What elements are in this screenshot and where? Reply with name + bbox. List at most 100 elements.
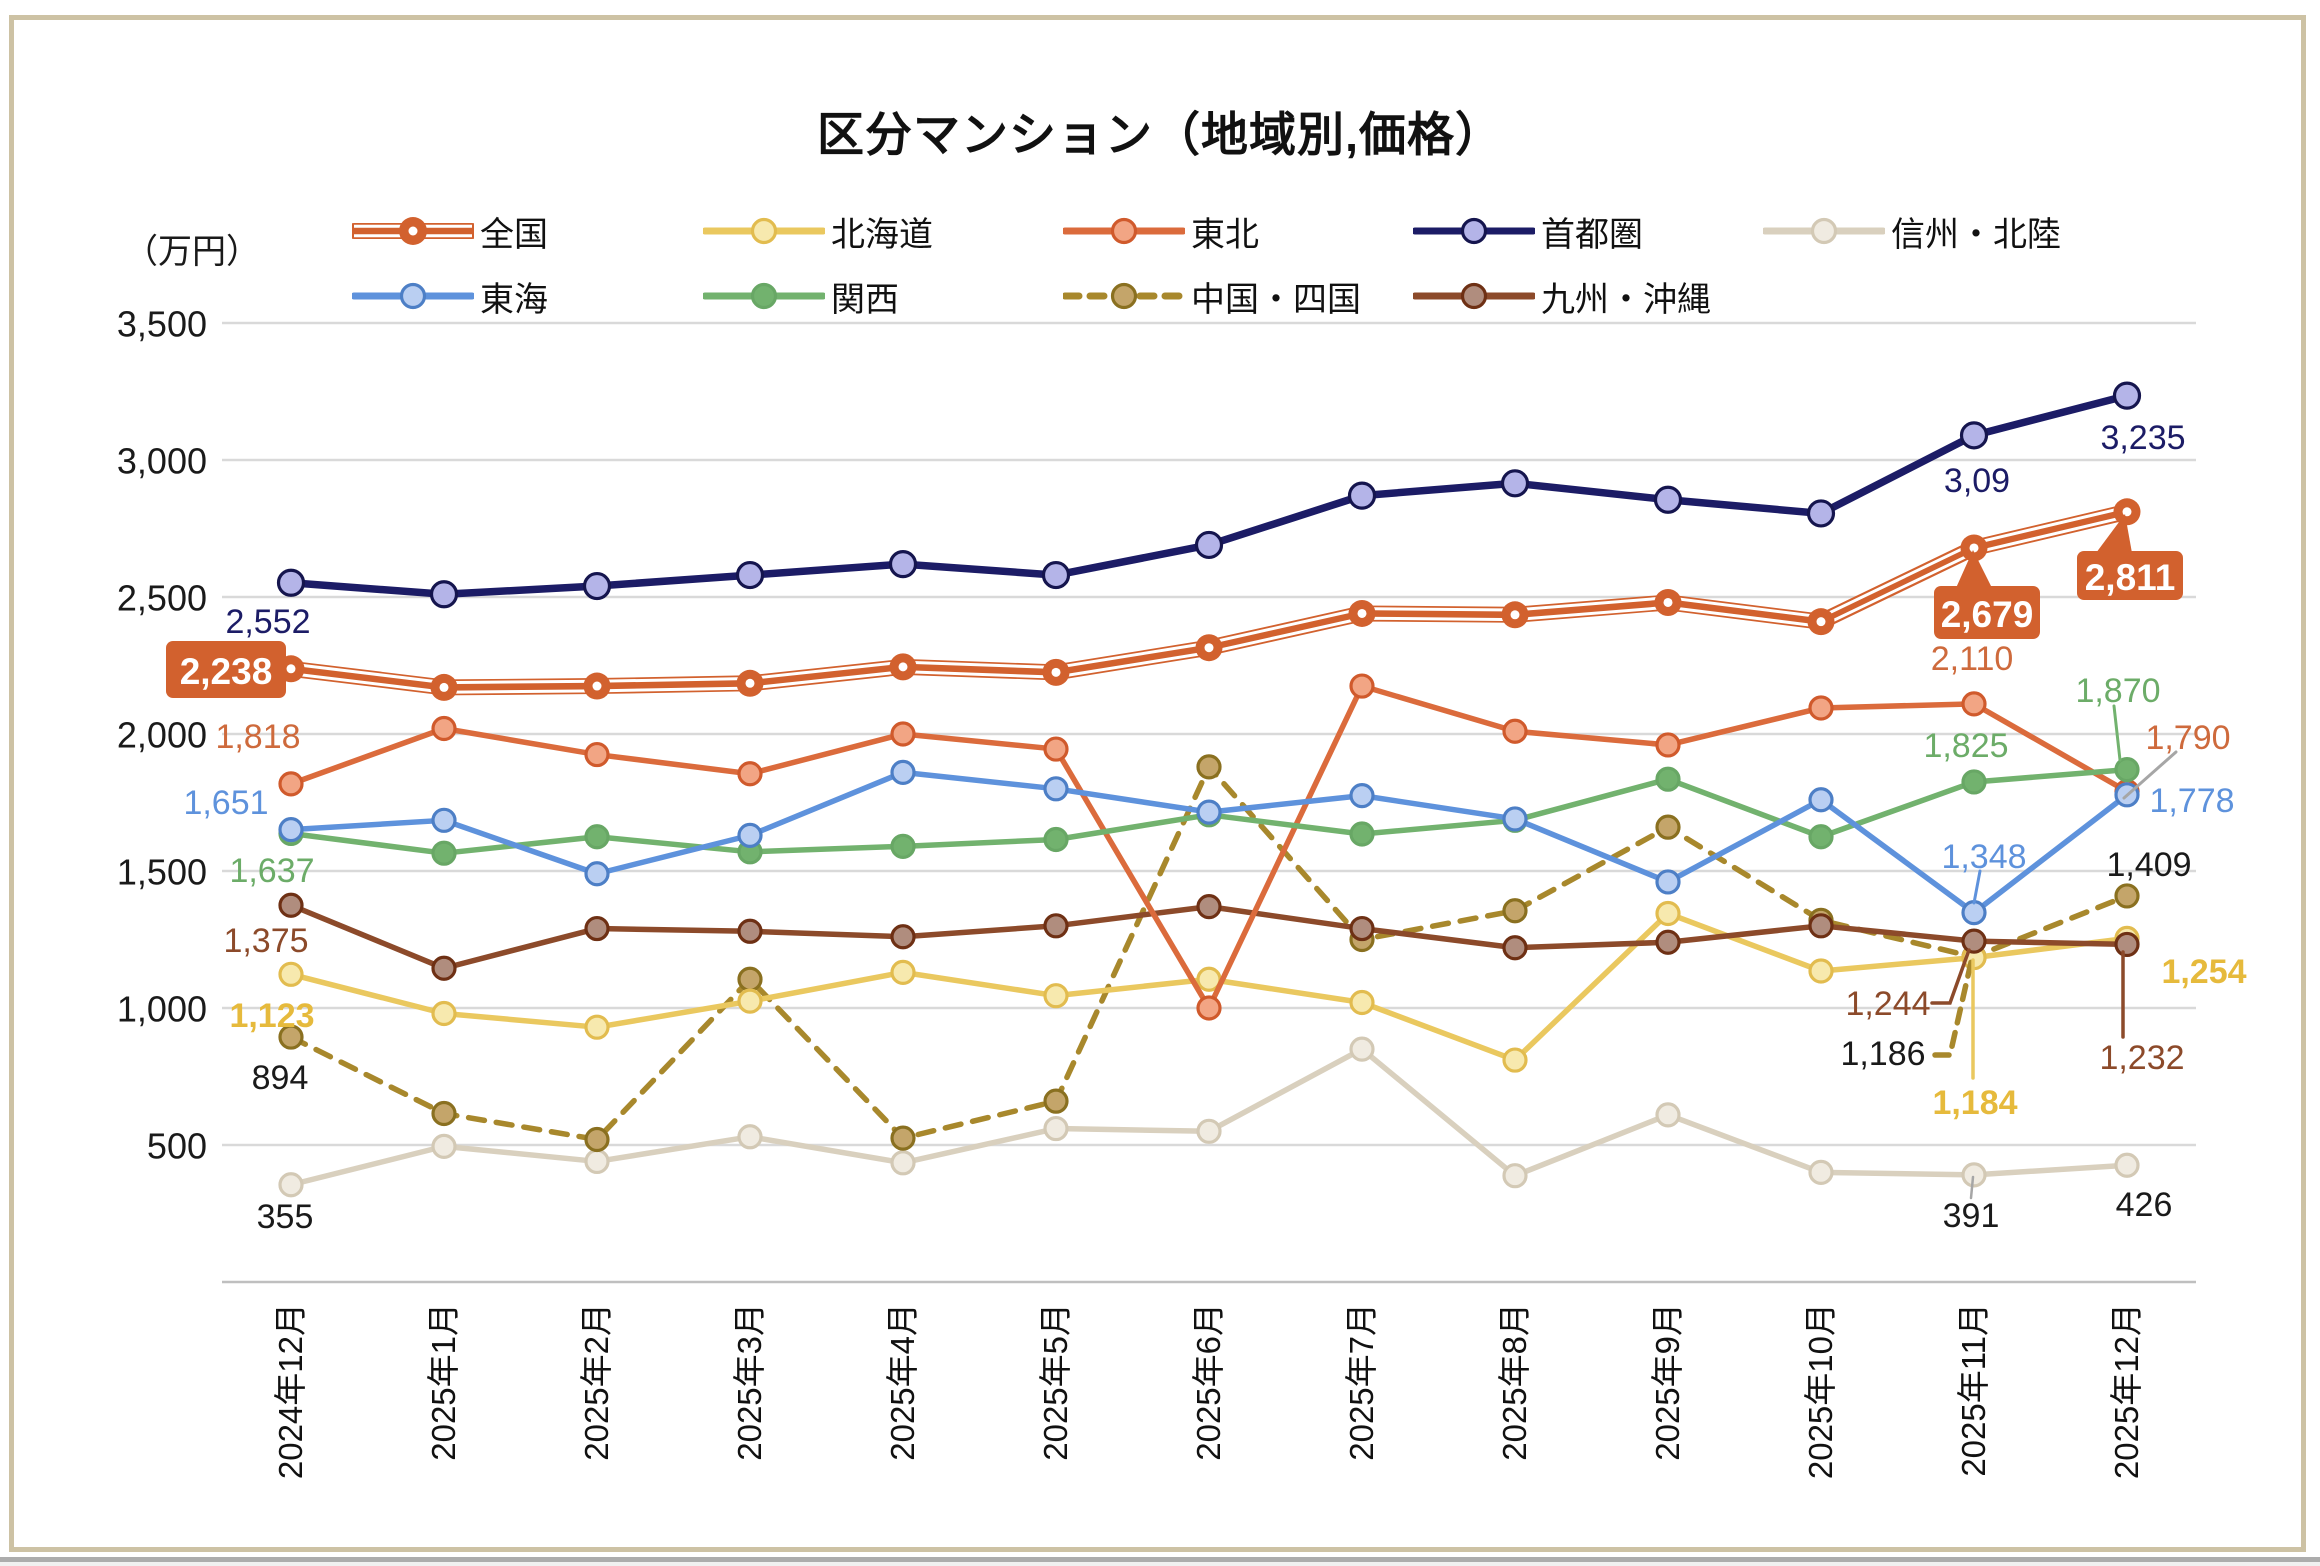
- data-point-kansai: [1961, 769, 1987, 795]
- data-point-shutoken: [1194, 530, 1224, 560]
- data-point-chugoku-shikoku: [1655, 814, 1681, 840]
- chart-frame-border: [9, 15, 2306, 1552]
- callout-label: 2,679: [1941, 594, 2034, 635]
- x-tick-label: 2025年3月: [731, 1303, 768, 1461]
- data-label: 391: [1943, 1197, 2000, 1235]
- data-point-shinshu-hokuriku: [431, 1133, 457, 1159]
- series-line-shutoken: [287, 391, 2131, 599]
- data-point-tokai: [1196, 799, 1222, 825]
- data-point-kansai: [431, 840, 457, 866]
- y-tick-label: 3,000: [117, 441, 207, 482]
- bottom-edge-strip: [0, 1557, 2320, 1562]
- legend-label-chugoku-shikoku: 中国・四国: [1191, 280, 1361, 319]
- data-label: 1,348: [1941, 838, 2026, 876]
- data-point-hokkaido: [890, 959, 916, 985]
- x-tick-label: 2025年2月: [578, 1303, 615, 1461]
- data-label: 1,232: [2099, 1039, 2184, 1077]
- data-point-shinshu-hokuriku: [1961, 1162, 1987, 1188]
- legend-item-shinshu-hokuriku: 信州・北陸: [1763, 208, 2061, 254]
- data-point-chugoku-shikoku: [431, 1100, 457, 1127]
- data-point-dot: [898, 662, 908, 672]
- legend-label-kansai: 関西: [831, 280, 899, 319]
- chart-title: 区分マンション（地域別,価格）: [816, 108, 1504, 161]
- data-point-shutoken: [1041, 560, 1071, 590]
- legend-item-tohoku: 東北: [1063, 208, 1259, 254]
- data-label: 1,375: [223, 922, 308, 960]
- data-point-dot: [1969, 543, 1979, 553]
- x-tick-label: 2025年12月: [2108, 1303, 2145, 1479]
- data-point-shutoken: [1959, 421, 1989, 450]
- data-point-shutoken: [582, 571, 612, 601]
- bottom-edge-strip-fill: [0, 1562, 2320, 1566]
- callout-label: 2,811: [2085, 557, 2176, 598]
- data-point-dot: [286, 664, 296, 674]
- legend-item-chugoku-shikoku: 中国・四国: [1063, 273, 1361, 319]
- data-point-chugoku-shikoku: [2114, 883, 2140, 909]
- data-point-tohoku: [1961, 691, 1987, 717]
- callout-tail: [1956, 550, 1992, 588]
- data-point-tokai: [431, 807, 457, 833]
- data-point-shutoken: [1347, 481, 1377, 510]
- label-leader-line: [1930, 948, 1971, 1005]
- data-point-hokkaido: [737, 988, 763, 1014]
- legend-marker-shinshu-hokuriku: [1763, 217, 1885, 245]
- data-point-hokkaido: [431, 1000, 457, 1027]
- data-point-shutoken: [1653, 485, 1683, 514]
- data-point-chugoku-shikoku: [737, 966, 763, 992]
- label-leader-line: [1932, 955, 1975, 1058]
- data-point-tokai: [890, 759, 916, 785]
- data-point-hokkaido: [278, 961, 304, 987]
- y-tick-label: 500: [147, 1126, 207, 1167]
- data-point-kyushu-okinawa: [1349, 915, 1375, 942]
- legend-marker-chugoku-shikoku: [1063, 282, 1185, 310]
- y-tick-label: 1,000: [117, 989, 207, 1030]
- data-point-tohoku: [1502, 718, 1528, 744]
- data-point-hokkaido: [584, 1014, 610, 1040]
- x-tick-label: 2025年5月: [1037, 1303, 1074, 1461]
- data-point-kyushu-okinawa: [278, 892, 304, 918]
- legend-label-kyushu-okinawa: 九州・沖縄: [1541, 280, 1711, 319]
- data-point-tokai: [1043, 776, 1069, 802]
- data-label: 1,254: [2161, 953, 2246, 991]
- data-point-tohoku: [1043, 736, 1069, 762]
- data-point-tokai: [1655, 869, 1681, 895]
- data-label: 1,790: [2145, 719, 2230, 757]
- data-point-shinshu-hokuriku: [890, 1150, 916, 1176]
- data-point-shutoken: [276, 568, 306, 597]
- data-point-shinshu-hokuriku: [1196, 1118, 1222, 1144]
- y-tick-label: 2,000: [117, 715, 207, 756]
- data-label: 1,123: [229, 997, 314, 1035]
- data-label: 1,870: [2075, 672, 2160, 710]
- data-label: 1,778: [2149, 782, 2234, 820]
- data-point-dot: [1357, 608, 1367, 618]
- data-label: 3,235: [2100, 419, 2185, 457]
- data-label: 2,110: [1931, 640, 2014, 678]
- label-leader-line: [1969, 1175, 1975, 1200]
- data-label: 1,651: [183, 784, 268, 822]
- callout-box: [166, 641, 286, 698]
- data-label: 2,552: [225, 603, 310, 641]
- data-point-chugoku-shikoku: [890, 1125, 916, 1151]
- data-point-tohoku: [278, 771, 304, 797]
- data-label: 3,09: [1944, 462, 2010, 500]
- data-label: 1,244: [1845, 985, 1930, 1023]
- data-point-kansai: [890, 833, 916, 859]
- y-tick-label: 1,500: [117, 852, 207, 893]
- data-point-dot: [439, 682, 449, 692]
- x-tick-label: 2025年8月: [1496, 1303, 1533, 1461]
- data-point-kyushu-okinawa: [1196, 894, 1222, 920]
- data-point-shutoken: [735, 560, 765, 590]
- data-point-shinshu-hokuriku: [1502, 1163, 1528, 1189]
- data-point-dot: [1051, 667, 1061, 677]
- data-point-chugoku-shikoku: [1502, 898, 1528, 924]
- data-point-chugoku-shikoku: [1043, 1088, 1069, 1114]
- data-point-tohoku: [737, 761, 763, 787]
- legend-label-shinshu-hokuriku: 信州・北陸: [1891, 215, 2061, 254]
- data-point-hokkaido: [1655, 900, 1681, 927]
- x-tick-label: 2025年9月: [1649, 1303, 1686, 1461]
- data-point-hokkaido: [1043, 983, 1069, 1009]
- x-tick-label: 2025年11月: [1955, 1303, 1992, 1477]
- legend-item-kyushu-okinawa: 九州・沖縄: [1413, 273, 1711, 319]
- data-point-tohoku: [1808, 695, 1834, 721]
- data-point-dot: [1204, 643, 1214, 653]
